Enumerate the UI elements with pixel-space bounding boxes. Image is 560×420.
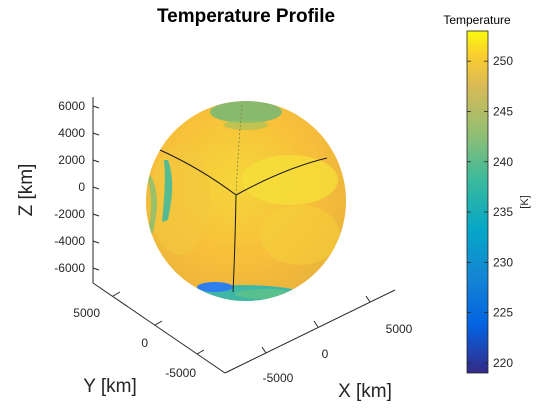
colorbar-unit: [K]: [519, 195, 531, 208]
x-tick-label: 5000: [386, 322, 413, 336]
x-tick-label: 0: [322, 347, 329, 361]
colorbar-tick-marks: [467, 60, 488, 364]
meridian-line: [235, 104, 243, 196]
z-tick-mark: [92, 213, 100, 217]
colorbar-tick-label: 250: [493, 54, 513, 68]
colorbar-tick-label: 235: [493, 205, 513, 219]
x-tick-label: -5000: [263, 371, 294, 385]
colorbar-tick-label: 245: [493, 104, 513, 118]
y-axis-line: [92, 282, 226, 374]
z-tick-mark: [92, 159, 100, 163]
z-tick-mark: [92, 132, 100, 136]
z-tick-label: -2000: [54, 207, 85, 221]
cool-region: [224, 120, 268, 130]
colorbar-tick-label: 230: [493, 255, 513, 269]
z-tick-label: 6000: [58, 99, 85, 113]
cool-region: [162, 160, 173, 222]
z-tick-mark: [92, 267, 100, 271]
chart-title: Temperature Profile: [157, 6, 335, 27]
x-tick-mark: [365, 295, 371, 303]
colorbar-title: Temperature: [443, 13, 511, 27]
colorbar-tick-label: 225: [493, 306, 513, 320]
cool-region: [210, 101, 282, 123]
x-axis-label: X [km]: [338, 381, 392, 402]
z-tick-labels: 6000 4000 2000 0 -2000 -4000 -6000: [54, 99, 85, 275]
y-tick-mark: [154, 320, 163, 326]
sphere-seams: [159, 149, 328, 293]
z-tick-marks: [92, 105, 100, 271]
colorbar-tick-label: 240: [493, 155, 513, 169]
seam-line: [232, 194, 237, 293]
z-tick-label: 0: [78, 180, 85, 194]
z-tick-label: 4000: [58, 126, 85, 140]
y-tick-mark: [112, 291, 121, 297]
z-tick-mark: [92, 240, 100, 244]
warm-region: [150, 145, 210, 255]
z-axis-label: Z [km]: [16, 164, 37, 217]
z-tick-mark: [92, 105, 100, 109]
y-tick-label: 0: [141, 336, 148, 350]
y-tick-labels: 5000 0 -5000: [73, 306, 196, 380]
seam-line: [159, 149, 237, 196]
seam-line: [235, 157, 328, 196]
z-tick-label: 2000: [58, 153, 85, 167]
z-tick-label: -4000: [54, 234, 85, 248]
temperature-sphere: [146, 101, 346, 301]
colorbar-tick-labels: 250 245 240 235 230 225 220: [493, 54, 513, 370]
y-tick-mark: [196, 349, 205, 355]
x-tick-mark: [313, 320, 319, 328]
axes: [92, 97, 396, 374]
y-tick-label: 5000: [73, 306, 100, 320]
x-axis-line: [224, 289, 396, 374]
z-tick-label: -6000: [54, 261, 85, 275]
cool-region: [235, 289, 295, 299]
y-tick-label: -5000: [165, 366, 196, 380]
cool-region: [148, 175, 157, 235]
z-tick-mark: [92, 186, 100, 190]
cold-region: [197, 282, 233, 292]
colorbar: Temperature 250 245 240 235 230 225 220 [K]: [443, 13, 531, 374]
warm-region: [242, 155, 338, 205]
x-tick-mark: [261, 346, 267, 354]
colorbar-gradient: [466, 30, 489, 374]
warm-region: [260, 205, 340, 265]
cool-region: [170, 285, 310, 301]
x-tick-labels: -5000 0 5000: [263, 322, 413, 385]
y-axis-label: Y [km]: [83, 376, 137, 397]
sphere-pattern: [148, 101, 340, 301]
colorbar-tick-label: 220: [493, 356, 513, 370]
